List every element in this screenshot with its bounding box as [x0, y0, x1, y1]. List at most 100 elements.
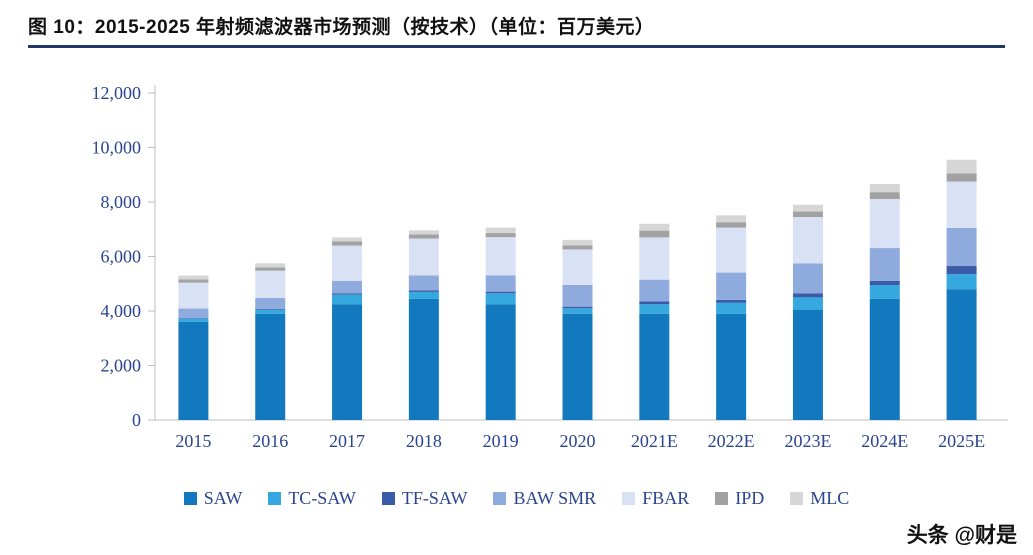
legend-swatch	[622, 492, 636, 505]
bar-segment	[946, 274, 977, 290]
bar-segment	[332, 294, 363, 305]
watermark-text: 头条 @财是	[906, 524, 1017, 547]
bar-segment	[792, 216, 823, 264]
bar-segment	[639, 313, 670, 420]
y-tick-label: 6,000	[101, 247, 142, 267]
legend-label: IPD	[735, 488, 765, 508]
bar-segment	[255, 267, 286, 271]
bar-segment	[255, 309, 286, 314]
legend-swatch	[183, 492, 197, 505]
stacked-bar-chart: 0 2,000 4,000 6,000 8,000 10,000 12,000 2015 201…	[92, 83, 1008, 451]
bar-segment	[716, 302, 747, 314]
chart-legend: SAW TC-SAW TF-SAW BAW SMR FBAR IPD MLC	[0, 488, 1033, 509]
bar-segment	[408, 291, 439, 299]
bar-segment	[716, 272, 747, 300]
legend-item: BAW SMR	[493, 488, 596, 509]
bar-segment	[485, 304, 516, 420]
x-axis-label: 2017	[329, 431, 365, 451]
x-axis-label: 2023E	[784, 431, 831, 451]
bar-segment	[332, 304, 363, 420]
bar-segment	[485, 233, 516, 238]
bar-segment	[178, 279, 209, 283]
bar-segment	[869, 184, 900, 193]
x-axis-label: 2025E	[938, 431, 985, 451]
figure-title: 图 10：2015-2025 年射频滤波器市场预测（按技术）（单位：百万美元）	[28, 17, 655, 38]
bar-segment	[562, 284, 593, 307]
bar-segment	[408, 238, 439, 276]
bar-segment	[562, 245, 593, 250]
bar-segment	[485, 275, 516, 292]
bar-segment	[946, 227, 977, 267]
bar-segment	[255, 308, 286, 310]
y-tick-label: 10,000	[92, 138, 142, 158]
bar-segment	[408, 275, 439, 291]
bar-segment	[562, 249, 593, 285]
x-axis-label: 2016	[252, 431, 288, 451]
legend-label: TF-SAW	[401, 488, 468, 508]
legend-swatch	[790, 492, 804, 505]
bar-segment	[869, 298, 900, 420]
bar-segment	[716, 222, 747, 228]
bar-segment	[792, 309, 823, 420]
bar-segment	[178, 321, 209, 420]
x-axis-label: 2015	[175, 431, 211, 451]
bar-segment	[639, 223, 670, 231]
bar-segment	[485, 237, 516, 276]
x-axis-label: 2021E	[631, 431, 678, 451]
legend-item: TF-SAW	[381, 488, 468, 509]
figure-header: 图 10：2015-2025 年射频滤波器市场预测（按技术）（单位：百万美元）	[0, 0, 1033, 48]
bar-segment	[869, 199, 900, 249]
title-underline	[28, 45, 1005, 48]
bar-segment	[716, 313, 747, 420]
bar-segment	[946, 173, 977, 182]
legend-item: FBAR	[622, 488, 689, 509]
bar-segment	[485, 291, 516, 294]
bar-segment	[946, 159, 977, 174]
bar-segment	[946, 181, 977, 228]
bar-segment	[792, 297, 823, 310]
bar-segment	[178, 318, 209, 322]
bar-segment	[869, 248, 900, 281]
x-axis-label: 2019	[483, 431, 519, 451]
bar-segment	[792, 204, 823, 212]
bar-segment	[408, 290, 439, 292]
bar-segment	[332, 237, 363, 242]
bar-segment	[332, 241, 363, 246]
bar-segment	[869, 192, 900, 200]
bar-segment	[562, 308, 593, 314]
bar-segment	[485, 293, 516, 305]
x-axis-label: 2024E	[861, 431, 908, 451]
legend-label: FBAR	[642, 488, 690, 508]
bar-segment	[255, 313, 286, 420]
x-axis-label: 2020	[560, 431, 596, 451]
bar-segment	[716, 227, 747, 273]
legend-item: SAW	[183, 488, 243, 509]
bar-segment	[716, 215, 747, 223]
bar-segment	[408, 230, 439, 235]
legend-item: TC-SAW	[268, 488, 356, 509]
bar-segment	[716, 299, 747, 303]
y-tick-label: 4,000	[101, 301, 142, 321]
bar-segment	[792, 293, 823, 298]
y-tick-label: 0	[132, 410, 141, 430]
y-tick-label: 2,000	[101, 356, 142, 376]
bar-segment	[639, 304, 670, 314]
bar-segment	[639, 279, 670, 302]
bar-segment	[408, 234, 439, 239]
legend-label: TC-SAW	[288, 488, 356, 508]
bar-segment	[178, 282, 209, 309]
y-tick-label: 12,000	[92, 83, 142, 103]
bar-segment	[178, 275, 209, 280]
x-axis-label: 2022E	[708, 431, 755, 451]
chart-area: 0 2,000 4,000 6,000 8,000 10,000 12,000 2015 201…	[0, 55, 1033, 465]
bar-segment	[869, 280, 900, 286]
legend-label: SAW	[203, 488, 243, 508]
legend-swatch	[493, 492, 507, 505]
legend-item: IPD	[715, 488, 764, 509]
bar-segment	[178, 318, 209, 319]
y-tick-label: 8,000	[101, 192, 142, 212]
bar-segment	[332, 293, 363, 295]
bar-segment	[332, 281, 363, 294]
legend-swatch	[715, 492, 729, 505]
bar-segment	[639, 301, 670, 305]
